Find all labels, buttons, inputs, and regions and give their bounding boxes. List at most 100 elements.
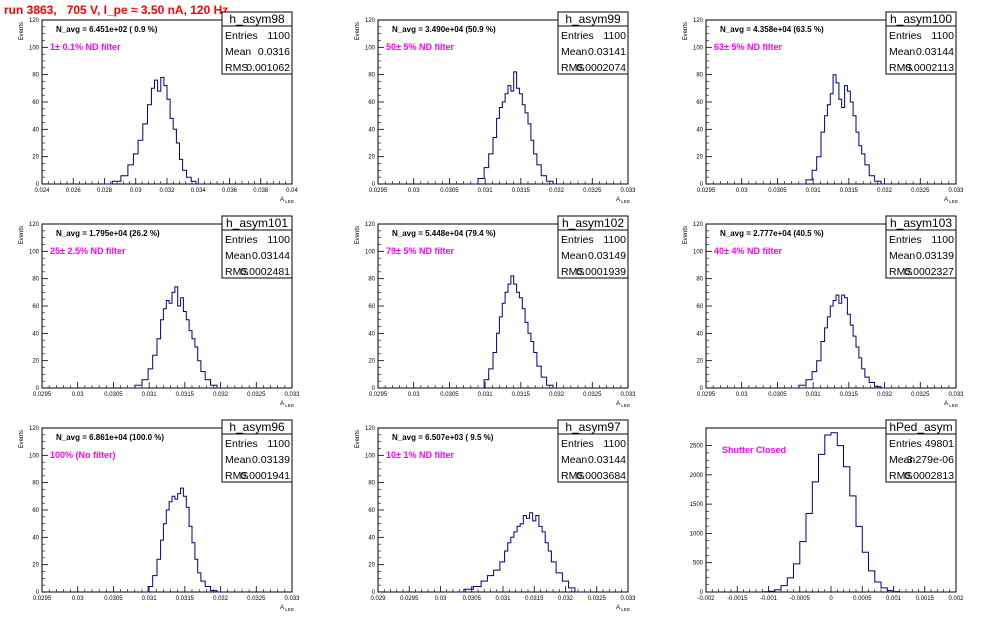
y-tick-label: 1000 <box>690 531 704 537</box>
histogram-bin <box>178 306 181 388</box>
histogram-line <box>470 71 561 185</box>
x-axis-label: A LED <box>280 197 295 204</box>
histogram-bin <box>195 347 198 388</box>
histogram-bin <box>862 154 865 184</box>
filter-label: 1± 0.1% ND filter <box>50 42 121 52</box>
n-avg-label: N_avg = 6.451e+02 ( 0.9 %) <box>56 25 158 34</box>
x-tick-label: 0.0325 <box>911 188 930 194</box>
histogram-bin <box>528 124 531 184</box>
x-axis-label: A LED <box>616 401 631 408</box>
y-axis-label: Events <box>19 430 25 448</box>
stats-box: h_asym96 Entries 1100 Mean 0.03139 RMS0.00019… <box>221 419 293 483</box>
y-tick-label: 80 <box>32 277 39 283</box>
histogram-bin <box>769 591 775 592</box>
histogram-line <box>479 275 561 389</box>
histogram-bin <box>875 582 881 592</box>
y-tick-label: 120 <box>693 222 704 228</box>
x-tick-label: 0.0295 <box>400 596 419 602</box>
x-axis-label: A LED <box>616 605 631 612</box>
histogram-bin <box>500 562 505 592</box>
histogram-bin <box>525 113 528 184</box>
x-tick-label: 0.032 <box>558 596 574 602</box>
x-tick-label: 0.03 <box>435 596 447 602</box>
x-tick-label: 0.033 <box>948 188 964 194</box>
histogram-bin <box>201 372 205 388</box>
histogram-bin <box>183 170 187 184</box>
histogram-name: h_asym101 <box>226 216 288 230</box>
histogram-bin <box>121 176 128 184</box>
stat-key: Mean <box>561 46 587 58</box>
y-tick-label: 100 <box>29 249 40 255</box>
y-tick-label: 40 <box>368 535 375 541</box>
x-tick-label: 0.0305 <box>104 596 123 602</box>
histogram-bin <box>537 366 541 388</box>
x-tick-label: 0.032 <box>877 188 893 194</box>
histogram-bin <box>192 339 195 388</box>
x-tick-label: 0.0295 <box>33 392 52 398</box>
histogram-bin <box>806 180 812 184</box>
n-avg-label: N_avg = 2.777e+04 (40.5 %) <box>720 229 824 238</box>
stats-box-frame <box>885 11 957 75</box>
x-tick-label: 0.0005 <box>853 596 872 602</box>
histogram-bin <box>157 339 161 388</box>
histogram-bin <box>166 301 169 389</box>
histogram-bin <box>799 385 806 388</box>
y-tick-label: 20 <box>696 155 703 161</box>
stat-value: 0.0002481 <box>240 266 290 278</box>
x-tick-label: 0.0295 <box>369 392 388 398</box>
stat-value: 0.0316 <box>258 46 290 58</box>
y-tick-label: 40 <box>32 535 39 541</box>
stats-box-frame <box>221 215 293 279</box>
histogram-bin <box>497 333 500 388</box>
y-tick-label: 60 <box>696 100 703 106</box>
histogram-bin <box>205 380 210 388</box>
x-tick-label: 0.0315 <box>176 596 195 602</box>
histogram-bin <box>161 320 164 388</box>
histogram-bin <box>167 99 170 184</box>
histogram-panel-h_asym98: 0 20 40 60 80 100 120 0.024 0.026 0.028 0.03 0.032 0… <box>19 11 298 204</box>
histogram-name: hPed_asym <box>889 420 952 434</box>
histogram-bin <box>556 573 562 592</box>
histogram-name: h_asym99 <box>565 12 621 26</box>
histogram-bin <box>172 292 175 388</box>
x-tick-label: 0.0295 <box>697 392 716 398</box>
histogram-bin <box>487 576 493 592</box>
histogram-bin <box>545 543 548 592</box>
histogram-panel-h_asym99: 0 20 40 60 80 100 120 0.0295 0.03 0.0305 0.031 0.03… <box>355 11 636 204</box>
x-tick-label: 0.03 <box>736 188 748 194</box>
histogram-bin <box>192 543 195 592</box>
stat-key: RMS <box>561 62 584 74</box>
histogram-name: h_asym97 <box>565 420 621 434</box>
histogram-bin <box>831 433 837 592</box>
histogram-bin <box>183 496 186 592</box>
stat-key: Mean <box>561 250 587 262</box>
x-tick-label: 0.0325 <box>911 392 930 398</box>
histogram-bin <box>569 588 575 592</box>
stat-value: 0.03139 <box>252 454 290 466</box>
stat-value: 0.03144 <box>916 46 954 58</box>
stats-box-frame <box>885 419 957 483</box>
y-tick-label: 100 <box>365 453 376 459</box>
histogram-bin <box>176 143 179 184</box>
histogram-bin <box>526 518 529 592</box>
x-tick-label: 0.002 <box>948 596 964 602</box>
histogram-bin <box>821 132 825 184</box>
y-tick-label: 100 <box>29 453 40 459</box>
histogram-bin <box>775 590 781 592</box>
histogram-line <box>127 286 225 389</box>
x-axis-label: A LED <box>616 197 631 204</box>
x-tick-label: 0.0305 <box>104 392 123 398</box>
x-tick-label: 0.032 <box>159 188 175 194</box>
histogram-line <box>102 76 201 185</box>
y-tick-label: 40 <box>32 331 39 337</box>
histogram-bin <box>180 159 183 184</box>
stats-box: h_asym103 Entries 1100 Mean 0.03139 RMS0.0002… <box>885 215 957 279</box>
histogram-bin <box>175 499 178 592</box>
histogram-bin <box>839 303 842 388</box>
histogram-bin <box>481 581 487 592</box>
stat-value: 0.001062 <box>246 62 290 74</box>
histogram-bin <box>827 105 830 184</box>
histogram-bin <box>186 320 189 388</box>
stat-value: 0.0002113 <box>905 62 954 74</box>
